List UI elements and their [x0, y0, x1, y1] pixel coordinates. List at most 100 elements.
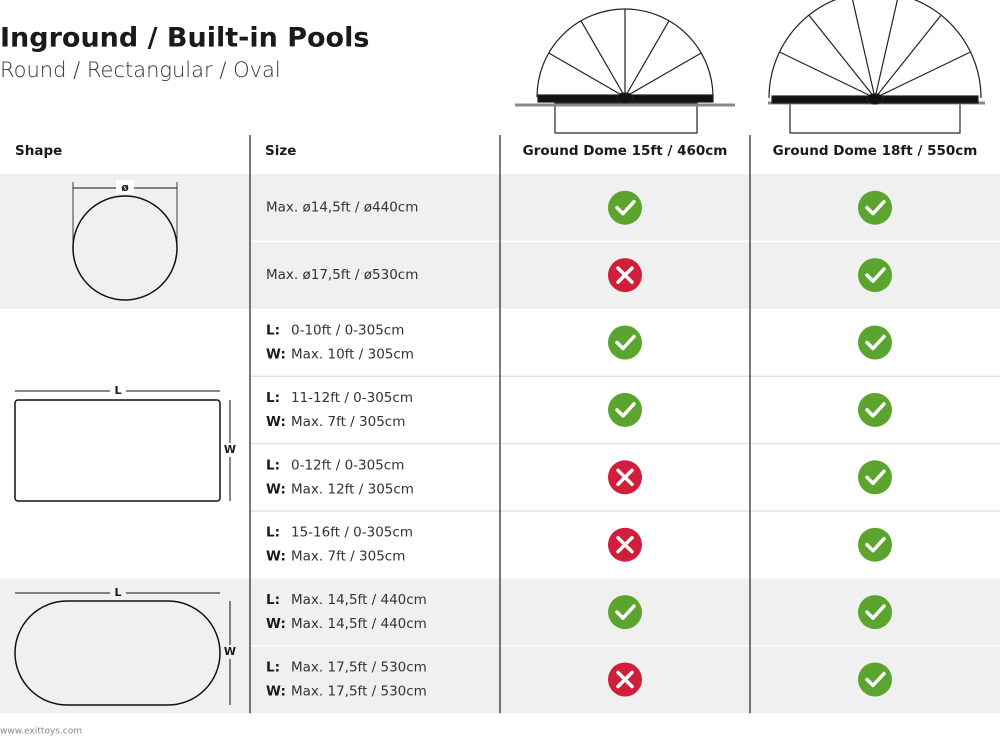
check-icon — [858, 325, 892, 360]
check-mark — [865, 604, 886, 620]
dome-spoke — [808, 14, 876, 99]
column-header: Ground Dome 18ft / 550cm — [773, 143, 978, 159]
check-icon — [858, 392, 892, 427]
size-value: Max. 14,5ft / 440cm — [291, 592, 427, 608]
dome-spoke — [874, 51, 971, 99]
dome-spoke — [874, 14, 942, 99]
column-header: Ground Dome 15ft / 460cm — [523, 143, 728, 159]
oval-shape — [14, 600, 221, 706]
dimension-label: ø — [121, 181, 129, 194]
check-icon — [608, 392, 642, 427]
icon-circle — [858, 325, 892, 360]
title: Inground / Built-in Pools — [0, 23, 369, 54]
cross-mark — [616, 670, 634, 689]
check-icon — [608, 190, 642, 225]
cross-icon — [608, 460, 642, 495]
check-icon — [858, 460, 892, 495]
check-mark — [615, 199, 636, 216]
size-value: Max. ø14,5ft / ø440cm — [266, 200, 418, 216]
icon-circle — [858, 662, 892, 697]
size-value: Max. 10ft / 305cm — [291, 347, 414, 363]
dome-base — [554, 102, 698, 134]
size-key: W: — [266, 549, 286, 565]
size-key: L: — [266, 457, 280, 473]
size-value: Max. 17,5ft / 530cm — [291, 684, 427, 700]
size-key: W: — [266, 616, 286, 632]
size-value: Max. 7ft / 305cm — [291, 414, 405, 430]
dome-spoke — [580, 20, 626, 98]
rect-shape — [14, 399, 221, 502]
check-mark — [615, 604, 636, 620]
size-value: Max. 14,5ft / 440cm — [291, 616, 427, 632]
dome-hub — [866, 93, 884, 105]
subtitle: Round / Rectangular / Oval — [0, 58, 281, 82]
check-mark — [865, 671, 886, 688]
size-value: 11-12ft / 0-305cm — [291, 390, 413, 406]
column-header: Shape — [15, 143, 62, 159]
label-bg — [110, 384, 126, 398]
label-bg — [222, 645, 238, 659]
check-mark — [865, 469, 886, 486]
check-icon — [858, 662, 892, 697]
dome-spoke — [852, 0, 876, 99]
icon-circle — [858, 258, 892, 293]
dome-spoke — [874, 0, 898, 99]
check-mark — [865, 536, 886, 553]
label-bg — [116, 180, 134, 194]
icon-circle — [858, 460, 892, 495]
check-icon — [858, 527, 892, 562]
dome-illustrations — [515, 0, 985, 134]
icon-circle — [858, 527, 892, 562]
dimension-label: W — [224, 443, 236, 456]
check-icon — [608, 325, 642, 360]
icon-circle — [608, 190, 642, 225]
size-value: Max. 17,5ft / 530cm — [291, 660, 427, 676]
icon-circle — [608, 325, 642, 360]
icon-circle — [608, 392, 642, 427]
column-header: Size — [265, 143, 296, 159]
check-icon — [858, 258, 892, 293]
dome-spoke — [779, 51, 876, 99]
size-value: 0-10ft / 0-305cm — [291, 323, 404, 339]
dimension-label: W — [224, 645, 236, 658]
size-value: Max. ø17,5ft / ø530cm — [266, 267, 418, 283]
label-bg — [222, 443, 238, 457]
dome-spoke — [624, 52, 702, 98]
check-icon — [858, 595, 892, 630]
check-mark — [865, 402, 886, 418]
cross-mark — [616, 535, 634, 554]
check-mark — [865, 199, 886, 216]
size-key: W: — [266, 684, 286, 700]
size-value: 15-16ft / 0-305cm — [291, 525, 413, 541]
check-mark — [865, 334, 886, 351]
cross-icon — [608, 662, 642, 697]
dimension-label: L — [114, 384, 121, 397]
icon-circle — [858, 190, 892, 225]
dome-hub — [616, 92, 634, 104]
footer: www.exittoys.com — [0, 727, 82, 737]
size-key: L: — [266, 323, 280, 339]
dimension-label: L — [114, 586, 121, 599]
size-key: W: — [266, 481, 286, 497]
dome-spoke — [624, 20, 670, 98]
check-icon — [858, 190, 892, 225]
check-mark — [865, 267, 886, 283]
size-value: Max. 12ft / 305cm — [291, 481, 414, 497]
label-bg — [110, 586, 126, 600]
cross-icon — [608, 527, 642, 562]
size-key: L: — [266, 390, 280, 406]
size-key: L: — [266, 660, 280, 676]
icon-circle — [858, 392, 892, 427]
cross-icon — [608, 258, 642, 293]
dome-spoke — [548, 52, 626, 98]
shape-drawings — [14, 182, 231, 706]
size-value: 0-12ft / 0-305cm — [291, 457, 404, 473]
dome-base — [789, 102, 961, 134]
size-key: W: — [266, 347, 286, 363]
dome-arc — [768, 0, 982, 99]
check-mark — [615, 402, 636, 418]
cross-mark — [616, 266, 634, 284]
cross-mark — [616, 468, 634, 487]
size-key: W: — [266, 414, 286, 430]
